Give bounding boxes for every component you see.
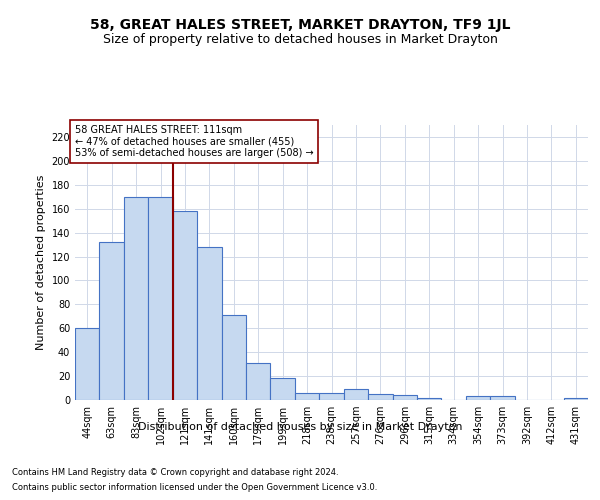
Bar: [271, 378, 295, 400]
Bar: [344, 389, 368, 400]
Bar: [368, 394, 392, 400]
Bar: [417, 398, 442, 400]
Bar: [100, 242, 124, 400]
Bar: [490, 396, 515, 400]
Text: Distribution of detached houses by size in Market Drayton: Distribution of detached houses by size …: [138, 422, 462, 432]
Bar: [466, 396, 490, 400]
Bar: [173, 211, 197, 400]
Bar: [392, 395, 417, 400]
Text: Contains public sector information licensed under the Open Government Licence v3: Contains public sector information licen…: [12, 483, 377, 492]
Bar: [148, 196, 173, 400]
Bar: [246, 363, 271, 400]
Bar: [221, 315, 246, 400]
Bar: [197, 247, 221, 400]
Bar: [124, 196, 148, 400]
Text: Contains HM Land Registry data © Crown copyright and database right 2024.: Contains HM Land Registry data © Crown c…: [12, 468, 338, 477]
Text: 58 GREAT HALES STREET: 111sqm
← 47% of detached houses are smaller (455)
53% of : 58 GREAT HALES STREET: 111sqm ← 47% of d…: [75, 125, 314, 158]
Bar: [319, 393, 344, 400]
Text: 58, GREAT HALES STREET, MARKET DRAYTON, TF9 1JL: 58, GREAT HALES STREET, MARKET DRAYTON, …: [90, 18, 510, 32]
Bar: [563, 398, 588, 400]
Y-axis label: Number of detached properties: Number of detached properties: [36, 175, 46, 350]
Bar: [295, 393, 319, 400]
Bar: [75, 328, 100, 400]
Text: Size of property relative to detached houses in Market Drayton: Size of property relative to detached ho…: [103, 32, 497, 46]
